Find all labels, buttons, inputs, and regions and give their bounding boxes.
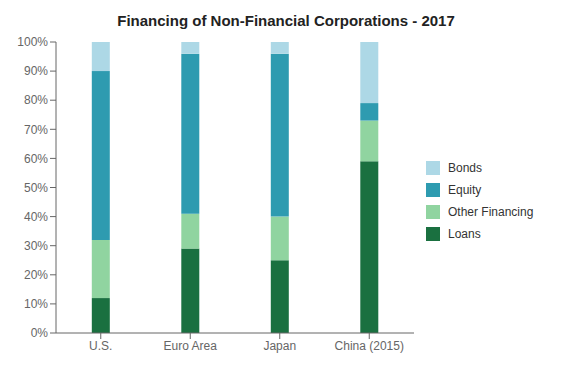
svg-text:100%: 100% — [17, 35, 48, 49]
html-text:Equity: Equity — [448, 182, 482, 197]
html-text:Financing of Non-Financial Cor: Financing of Non-Financial Corporations … — [117, 12, 455, 29]
svg-text:0%: 0% — [31, 326, 49, 340]
svg-text:60%: 60% — [24, 152, 48, 166]
svg-text:70%: 70% — [24, 123, 48, 137]
html-text:Bonds: Bonds — [448, 160, 482, 175]
html-text:Loans: Loans — [448, 226, 481, 241]
svg-text:40%: 40% — [24, 210, 48, 224]
svg-text:90%: 90% — [24, 64, 48, 78]
svg-text:30%: 30% — [24, 239, 48, 253]
svg-text:20%: 20% — [24, 268, 48, 282]
html-text:Other Financing: Other Financing — [448, 204, 534, 219]
svg-text:10%: 10% — [24, 297, 48, 311]
svg-text:China (2015): China (2015) — [335, 339, 404, 353]
svg-text:Euro Area: Euro Area — [164, 339, 218, 353]
svg-text:50%: 50% — [24, 181, 48, 195]
svg-text:80%: 80% — [24, 93, 48, 107]
svg-text:Japan: Japan — [263, 339, 296, 353]
svg-text:U.S.: U.S. — [89, 339, 112, 353]
